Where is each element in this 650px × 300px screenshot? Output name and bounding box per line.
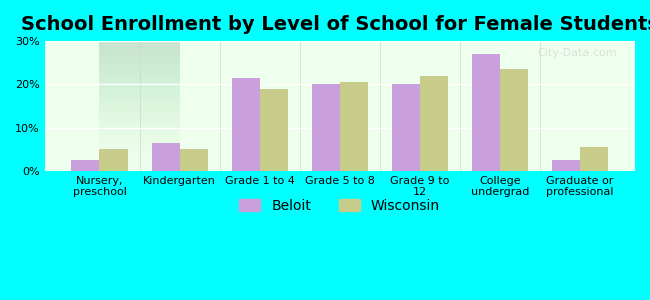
Bar [179,149,207,171]
Text: City-Data.com: City-Data.com [538,48,618,58]
Bar [552,160,580,171]
Bar [340,82,368,171]
Bar [420,76,448,171]
Legend: Beloit, Wisconsin: Beloit, Wisconsin [234,194,446,218]
Bar [99,149,127,171]
Bar [231,78,260,171]
Bar [312,84,340,171]
Bar [392,84,420,171]
Bar [580,147,608,171]
Bar [151,143,179,171]
Bar [500,69,528,171]
Title: School Enrollment by Level of School for Female Students: School Enrollment by Level of School for… [21,15,650,34]
Bar [260,89,288,171]
Bar [72,160,99,171]
Bar [472,54,500,171]
